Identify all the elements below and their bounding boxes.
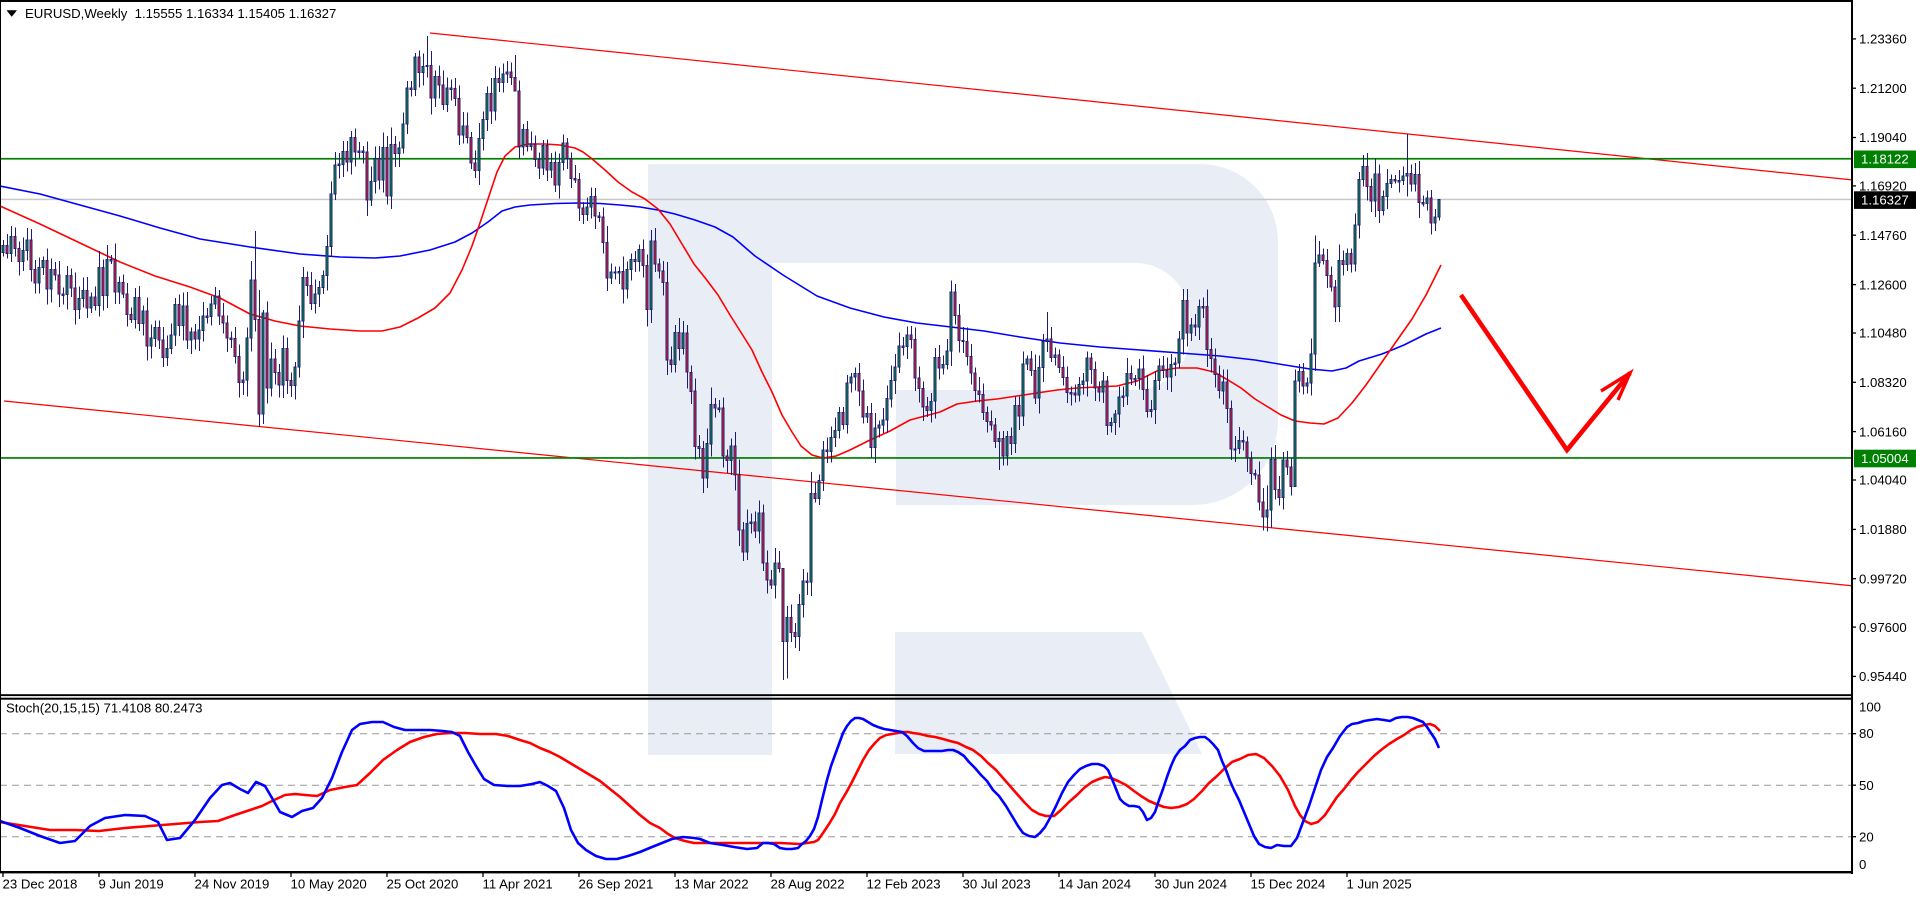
svg-text:0.99720: 0.99720 — [1859, 571, 1907, 586]
svg-text:EURUSD,Weekly 1.15555 1.16334: EURUSD,Weekly 1.15555 1.16334 1.15405 1.… — [25, 6, 336, 21]
svg-text:13 Mar 2022: 13 Mar 2022 — [675, 876, 749, 891]
svg-text:30 Jun 2024: 30 Jun 2024 — [1155, 876, 1228, 891]
svg-text:1.14760: 1.14760 — [1859, 228, 1907, 243]
svg-text:1.10480: 1.10480 — [1859, 326, 1907, 341]
svg-text:12 Feb 2023: 12 Feb 2023 — [867, 876, 941, 891]
svg-text:0.95440: 0.95440 — [1859, 669, 1907, 684]
svg-text:1.04040: 1.04040 — [1859, 473, 1907, 488]
svg-text:26 Sep 2021: 26 Sep 2021 — [579, 876, 654, 891]
svg-text:1.16920: 1.16920 — [1859, 179, 1907, 194]
svg-text:1.05004: 1.05004 — [1861, 451, 1909, 466]
svg-text:20: 20 — [1859, 829, 1874, 844]
svg-text:0: 0 — [1859, 857, 1866, 872]
svg-text:24 Nov 2019: 24 Nov 2019 — [195, 876, 270, 891]
svg-text:30 Jul 2023: 30 Jul 2023 — [963, 876, 1031, 891]
svg-text:25 Oct 2020: 25 Oct 2020 — [387, 876, 459, 891]
svg-text:1 Jun 2025: 1 Jun 2025 — [1347, 876, 1412, 891]
svg-text:1.21200: 1.21200 — [1859, 81, 1907, 96]
svg-text:1.06160: 1.06160 — [1859, 424, 1907, 439]
svg-text:11 Apr 2021: 11 Apr 2021 — [483, 876, 553, 891]
svg-text:1.23360: 1.23360 — [1859, 32, 1907, 47]
svg-text:80: 80 — [1859, 726, 1874, 741]
svg-text:1.12600: 1.12600 — [1859, 277, 1907, 292]
svg-text:1.08320: 1.08320 — [1859, 375, 1907, 390]
svg-text:1.01880: 1.01880 — [1859, 522, 1907, 537]
svg-text:1.19040: 1.19040 — [1859, 130, 1907, 145]
svg-text:14 Jan 2024: 14 Jan 2024 — [1059, 876, 1132, 891]
svg-text:10 May 2020: 10 May 2020 — [291, 876, 367, 891]
svg-text:0.97600: 0.97600 — [1859, 620, 1907, 635]
svg-text:28 Aug 2022: 28 Aug 2022 — [771, 876, 845, 891]
svg-text:23 Dec 2018: 23 Dec 2018 — [3, 876, 78, 891]
svg-text:1.18122: 1.18122 — [1861, 152, 1909, 167]
svg-text:9 Jun 2019: 9 Jun 2019 — [99, 876, 164, 891]
svg-text:100: 100 — [1859, 700, 1881, 715]
svg-text:50: 50 — [1859, 778, 1874, 793]
svg-text:1.16327: 1.16327 — [1861, 192, 1909, 207]
svg-text:15 Dec 2024: 15 Dec 2024 — [1251, 876, 1326, 891]
svg-text:Stoch(20,15,15) 71.4108 80.247: Stoch(20,15,15) 71.4108 80.2473 — [6, 701, 203, 716]
